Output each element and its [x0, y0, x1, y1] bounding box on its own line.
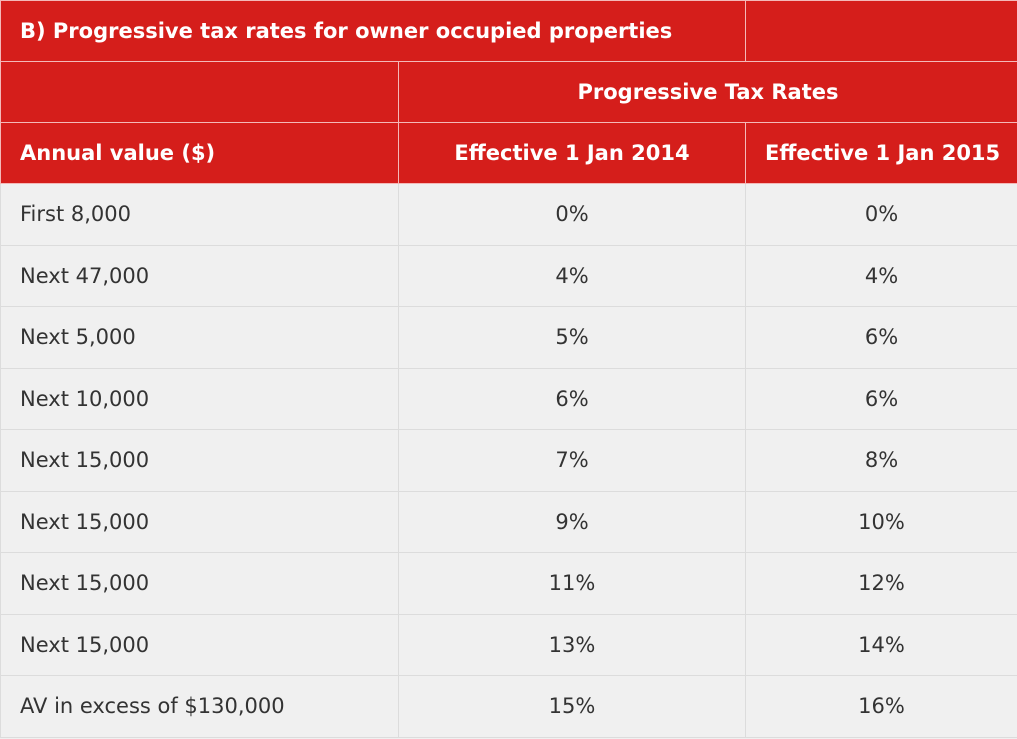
value-band: Next 47,000	[0, 244, 399, 307]
tax-rate: 8%	[745, 429, 1017, 492]
tax-rate: 0%	[397, 183, 747, 246]
table-row: Next 10,000 6% 6%	[0, 367, 1017, 430]
value-band: Next 5,000	[0, 306, 399, 369]
tax-rate: 11%	[397, 552, 747, 615]
column-header: Effective 1 Jan 2014	[397, 122, 747, 184]
column-header: Annual value ($)	[0, 122, 399, 184]
group-row: Progressive Tax Rates	[0, 61, 1017, 123]
value-band: Next 15,000	[0, 613, 399, 676]
tax-rate: 15%	[397, 675, 747, 738]
table-title: B) Progressive tax rates for owner occup…	[0, 0, 747, 62]
table-row: Next 5,000 5% 6%	[0, 306, 1017, 369]
tax-rate: 0%	[745, 183, 1017, 246]
tax-rate: 12%	[745, 552, 1017, 615]
tax-rate: 4%	[745, 244, 1017, 307]
value-band: Next 15,000	[0, 552, 399, 615]
tax-rate: 6%	[745, 306, 1017, 369]
tax-rate: 9%	[397, 490, 747, 553]
empty-cell	[745, 0, 1017, 62]
tax-rate: 6%	[745, 367, 1017, 430]
tax-rate: 14%	[745, 613, 1017, 676]
tax-rate: 5%	[397, 306, 747, 369]
table-body: First 8,000 0% 0% Next 47,000 4% 4% Next 5,000…	[0, 183, 1017, 738]
column-header: Effective 1 Jan 2015	[745, 122, 1017, 184]
tax-rate: 6%	[397, 367, 747, 430]
table-row: Next 47,000 4% 4%	[0, 244, 1017, 307]
tax-rate: 4%	[397, 244, 747, 307]
tax-rate: 10%	[745, 490, 1017, 553]
value-band: First 8,000	[0, 183, 399, 246]
table-row: Next 15,000 7% 8%	[0, 429, 1017, 492]
table-row: AV in excess of $130,000 15% 16%	[0, 675, 1017, 738]
tax-rate: 16%	[745, 675, 1017, 738]
table-row: Next 15,000 9% 10%	[0, 490, 1017, 553]
value-band: Next 15,000	[0, 429, 399, 492]
empty-cell	[0, 61, 399, 123]
table-row: First 8,000 0% 0%	[0, 183, 1017, 246]
table-row: Next 15,000 13% 14%	[0, 613, 1017, 676]
value-band: Next 15,000	[0, 490, 399, 553]
column-row: Annual value ($) Effective 1 Jan 2014 Ef…	[0, 122, 1017, 184]
table-header: B) Progressive tax rates for owner occup…	[0, 0, 1017, 184]
table-row: Next 15,000 11% 12%	[0, 552, 1017, 615]
value-band: AV in excess of $130,000	[0, 675, 399, 738]
tax-rate: 7%	[397, 429, 747, 492]
title-row: B) Progressive tax rates for owner occup…	[0, 0, 1017, 62]
tax-rate: 13%	[397, 613, 747, 676]
group-header: Progressive Tax Rates	[397, 61, 1017, 123]
value-band: Next 10,000	[0, 367, 399, 430]
